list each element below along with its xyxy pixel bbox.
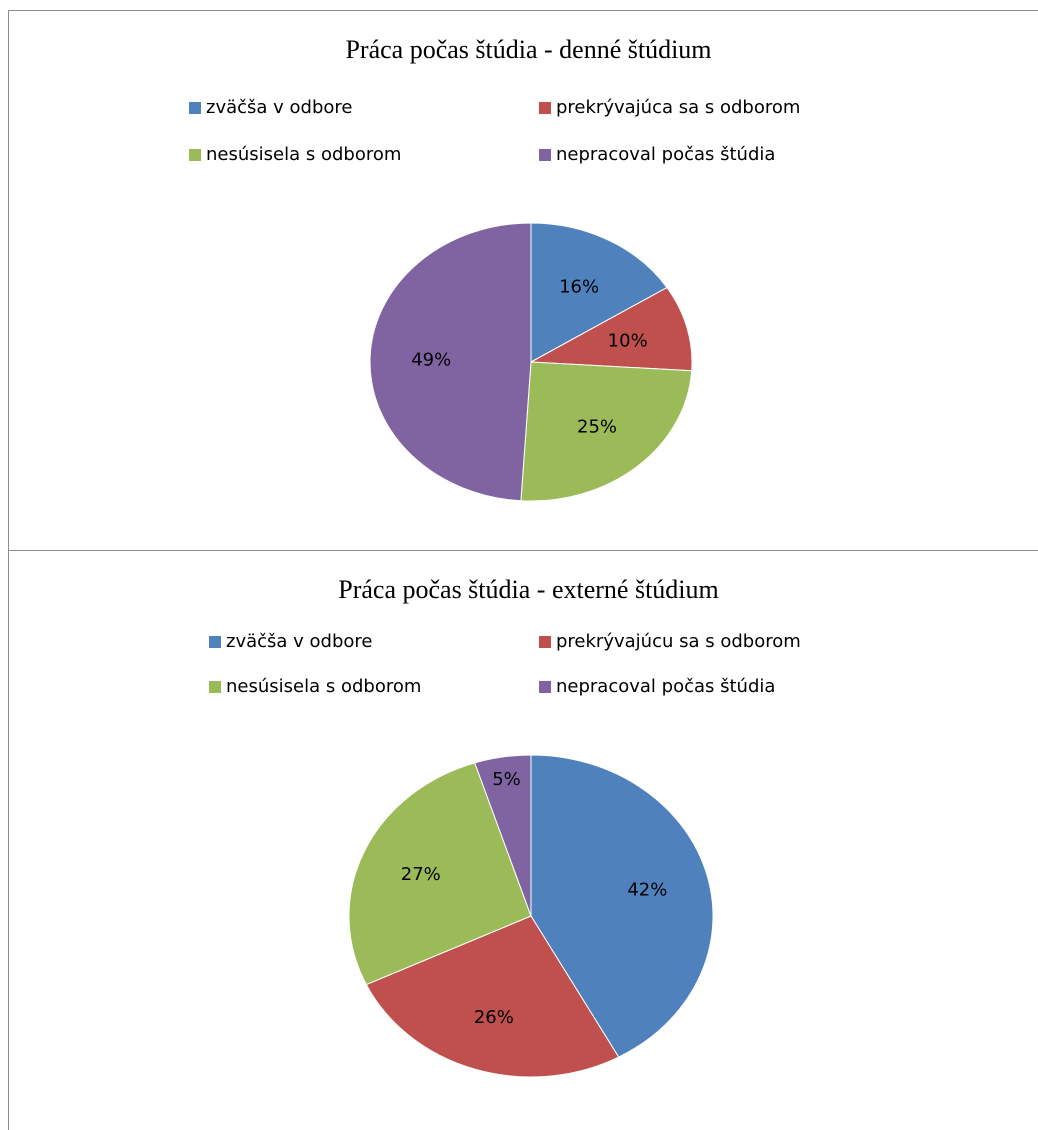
pie-slice (369, 222, 532, 502)
legend-label: nepracoval počas štúdia (556, 144, 776, 165)
pie-data-label: 42% (627, 880, 667, 901)
pie-data-label: 16% (559, 276, 599, 297)
pie-data-label: 5% (492, 769, 521, 790)
legend-swatch (539, 635, 551, 648)
pie-slice (529, 286, 693, 372)
pie-chart: 16% 10% 25% 49% (369, 222, 693, 502)
pie-slice (474, 754, 532, 917)
chart-title: Práca počas štúdia - externé štúdium (338, 575, 719, 604)
legend-label: prekrývajúca sa s odborom (556, 97, 801, 118)
legend-item: zväčša v odbore (209, 631, 373, 652)
legend-item: prekrývajúcu sa s odborom (539, 631, 801, 652)
legend-swatch (209, 635, 221, 648)
pie-data-label: 26% (474, 1007, 514, 1028)
legend-item: zväčša v odbore (189, 97, 353, 118)
legend-label: nepracoval počas štúdia (556, 676, 776, 697)
chart-panel-externe: Práca počas štúdia - externé štúdium zvä… (8, 550, 1038, 1130)
legend-swatch (539, 101, 551, 114)
legend-item: prekrývajúca sa s odborom (539, 97, 800, 118)
chart-legend: zväčša v odbore prekrývajúca sa s odboro… (9, 11, 1038, 211)
chart-title: Práca počas štúdia - denné štúdium (345, 35, 712, 64)
legend-swatch (189, 148, 201, 161)
legend-swatch (189, 101, 201, 114)
chart-legend: zväčša v odbore prekrývajúcu sa s odboro… (9, 551, 1038, 751)
pie-data-label: 27% (401, 864, 441, 885)
legend-label: zväčša v odbore (206, 97, 353, 118)
legend-swatch (539, 680, 551, 693)
legend-label: nesúsisela s odborom (226, 676, 422, 697)
legend-label: nesúsisela s odborom (206, 144, 402, 165)
legend-item: nepracoval počas štúdia (539, 144, 775, 165)
pie-slice (365, 915, 620, 1078)
legend-item: nesúsisela s odborom (209, 676, 421, 697)
legend-label: zväčša v odbore (226, 631, 373, 652)
pie-slice (530, 754, 714, 1058)
pie-slice (530, 222, 668, 363)
legend-item: nesúsisela s odborom (189, 144, 401, 165)
pie-data-label: 25% (577, 417, 617, 438)
chart-panel-denne: Práca počas štúdia - denné štúdium zväčš… (8, 10, 1038, 551)
pie-data-label: 10% (608, 331, 648, 352)
pie-chart: 42% 26% 27% 5% (348, 754, 714, 1078)
pie-data-label: 49% (411, 349, 451, 370)
pie-slice (520, 361, 693, 502)
pie-slice (348, 762, 532, 986)
legend-swatch (209, 680, 221, 693)
legend-swatch (539, 148, 551, 161)
legend-item: nepracoval počas štúdia (539, 676, 775, 697)
legend-label: prekrývajúcu sa s odborom (556, 631, 801, 652)
